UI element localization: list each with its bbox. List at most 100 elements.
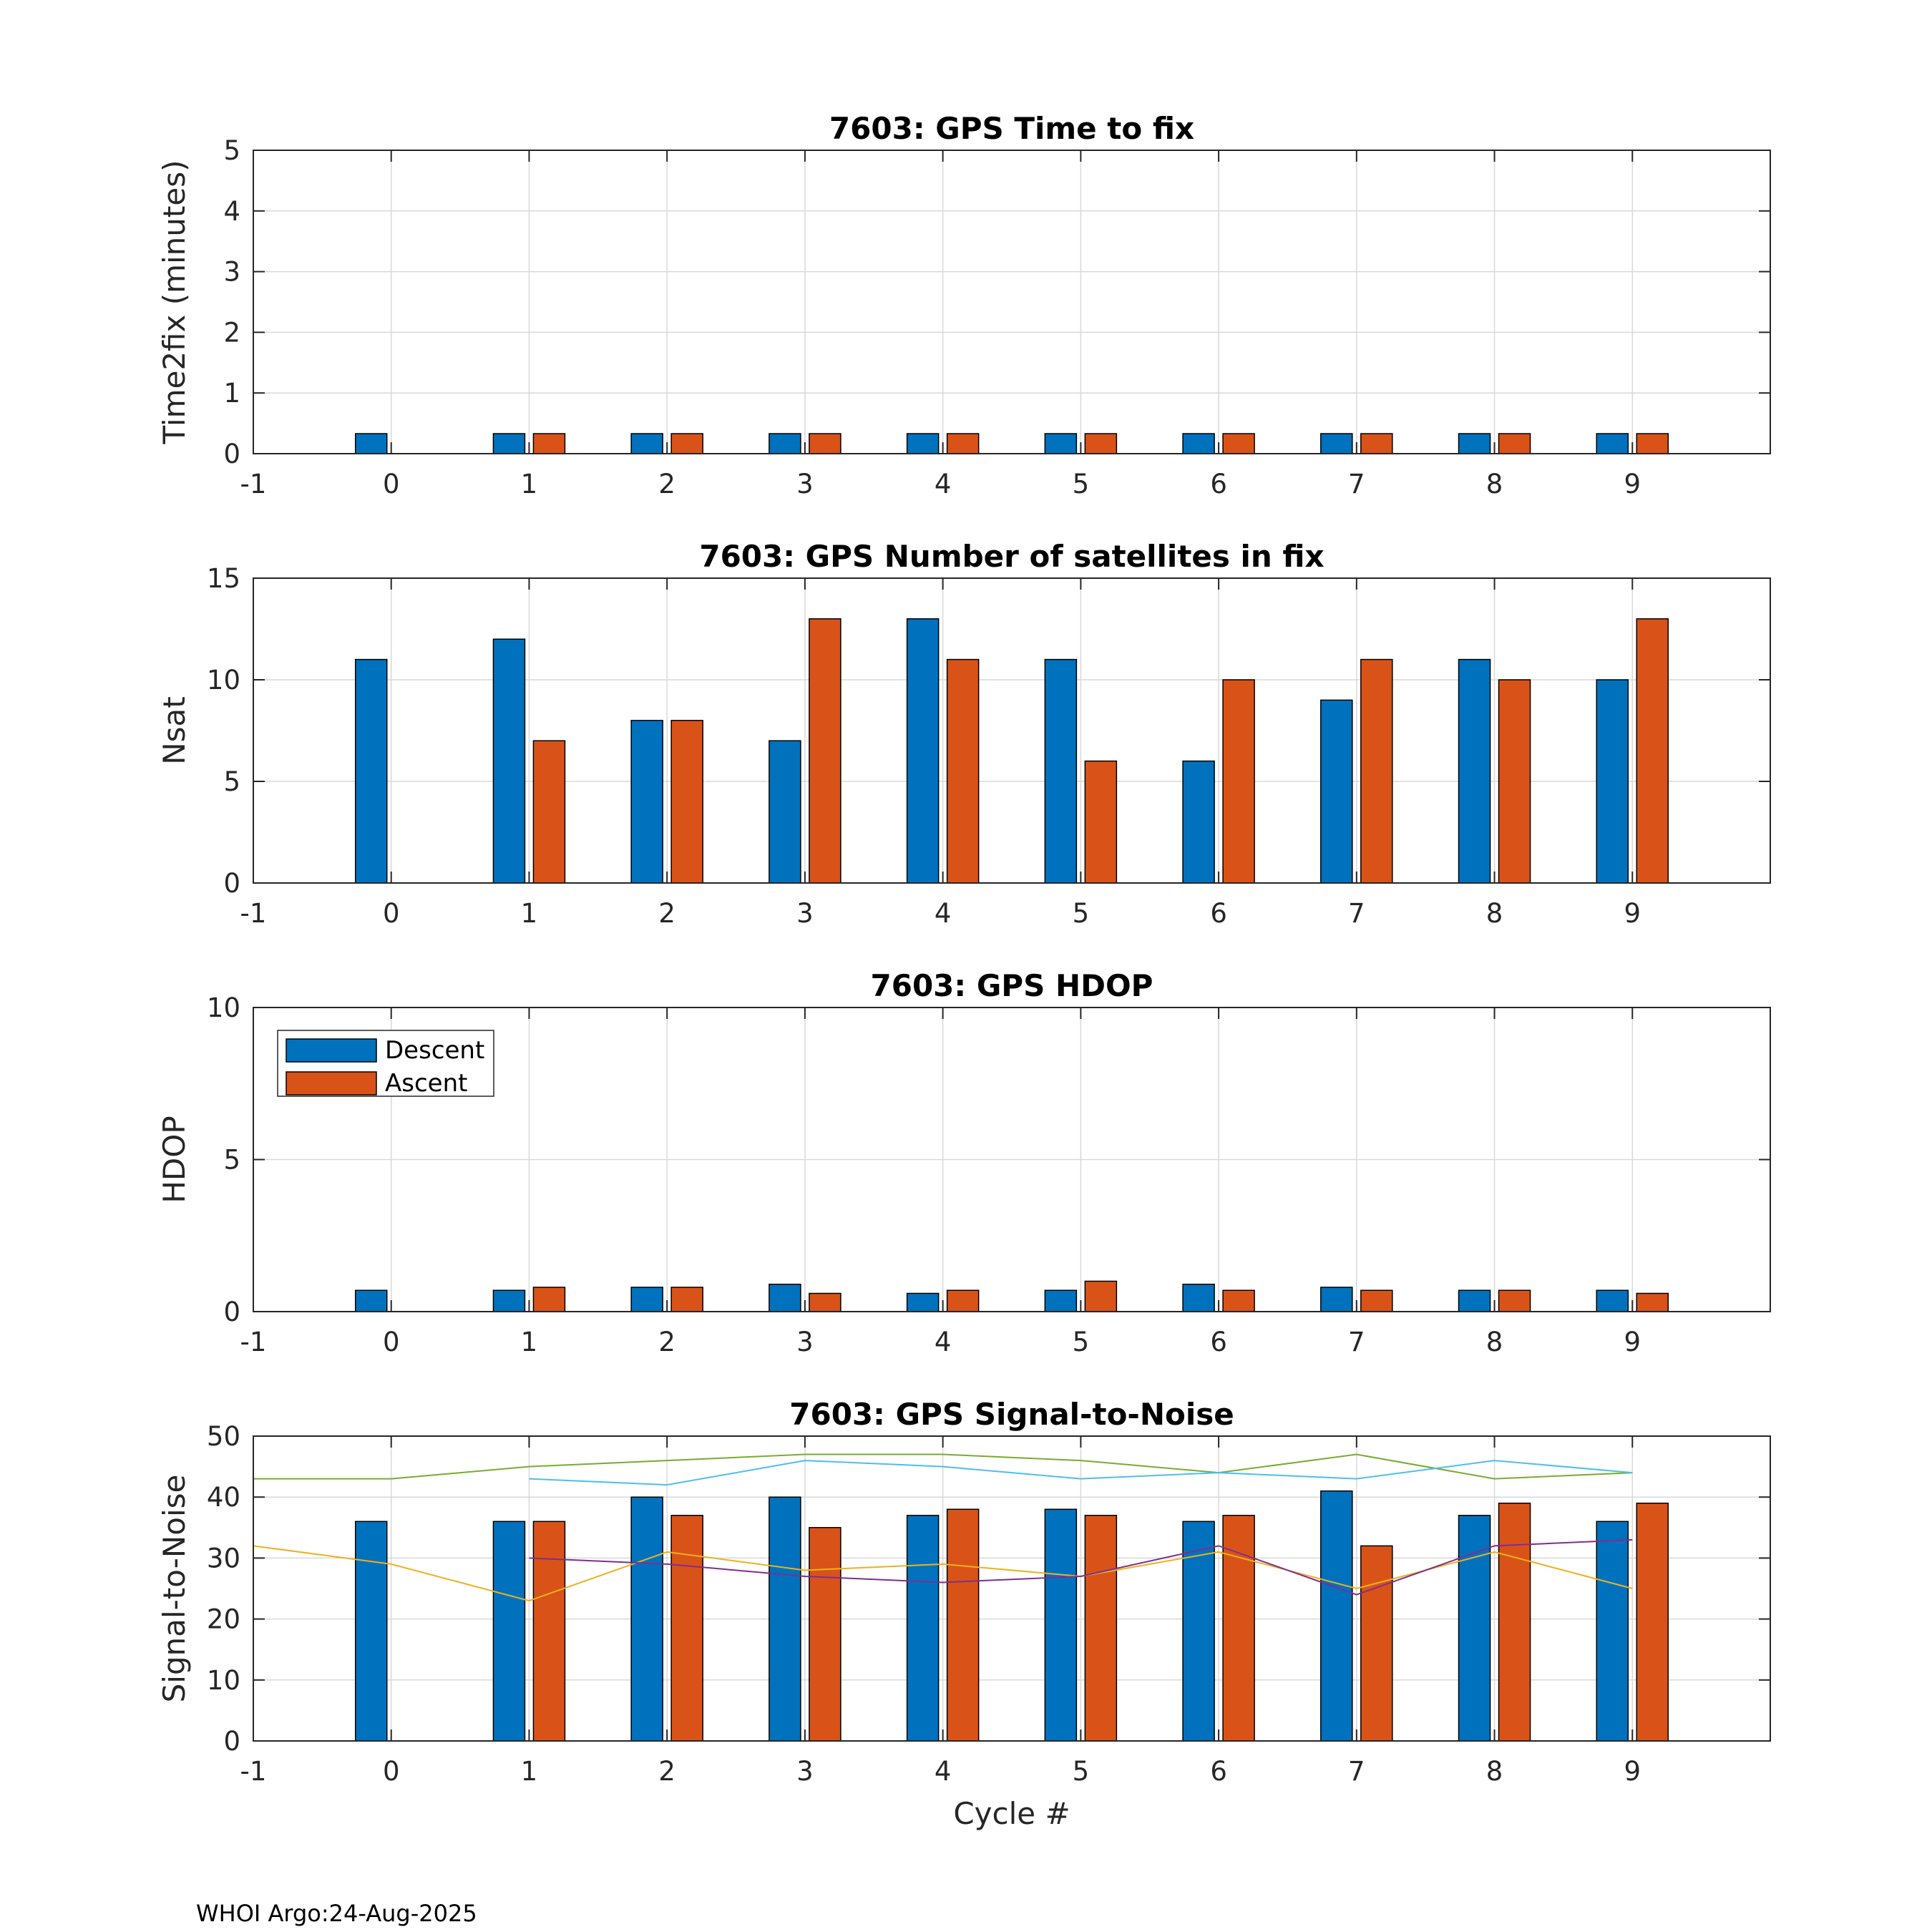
plot-area <box>253 578 1770 883</box>
descent-bar <box>1458 1289 1491 1312</box>
x-tick-label: 8 <box>1486 469 1503 499</box>
descent-bar <box>492 638 526 884</box>
y-tick-label: 4 <box>223 196 240 227</box>
y-axis-label: Nsat <box>157 696 192 765</box>
descent-bar <box>1320 433 1353 454</box>
x-tick-label: 9 <box>1624 1756 1641 1787</box>
y-tick-label: 5 <box>223 766 240 797</box>
ascent-bar <box>1084 1280 1118 1312</box>
x-tick-label: 7 <box>1348 1327 1365 1357</box>
descent-bar <box>1596 433 1629 454</box>
x-tick-label: 4 <box>935 898 952 929</box>
ascent-bar <box>1084 433 1118 454</box>
ascent-bar <box>1222 1289 1255 1312</box>
ascent-bar <box>532 740 566 884</box>
ascent-bar <box>532 1287 566 1312</box>
ascent-bar <box>532 433 566 454</box>
descent-bar <box>769 1284 801 1312</box>
x-tick-label: 8 <box>1486 1327 1503 1357</box>
x-tick-label: 0 <box>383 1327 400 1357</box>
ascent-bar <box>1498 679 1531 884</box>
y-tick-label: 5 <box>223 135 240 166</box>
ascent-bar <box>1636 1292 1669 1312</box>
ascent-bar <box>532 1521 566 1742</box>
y-tick-label: 20 <box>207 1604 240 1635</box>
ascent-bar <box>946 433 980 454</box>
descent-bar <box>492 1521 526 1742</box>
ascent-bar <box>1222 679 1255 884</box>
y-tick-label: 1 <box>223 378 240 409</box>
x-tick-label: 3 <box>796 1327 814 1357</box>
legend-swatch-ascent <box>286 1071 377 1096</box>
x-tick-label: 8 <box>1486 1756 1503 1787</box>
x-tick-label: 4 <box>935 1327 952 1357</box>
descent-bar <box>1596 1289 1629 1312</box>
x-tick-label: 6 <box>1210 1327 1227 1357</box>
x-tick-label: 4 <box>935 1756 952 1787</box>
x-tick-label: 6 <box>1210 469 1227 499</box>
descent-bar <box>1458 433 1491 454</box>
x-tick-label: 9 <box>1624 469 1641 499</box>
descent-bar <box>492 1289 526 1312</box>
x-tick-label: 0 <box>383 469 400 499</box>
panel-title: 7603: GPS HDOP <box>871 968 1153 1003</box>
ascent-bar <box>670 1515 703 1742</box>
x-tick-label: 3 <box>796 898 814 929</box>
ascent-bar <box>670 433 703 454</box>
descent-bar <box>1320 699 1353 884</box>
ascent-bar <box>946 1289 980 1312</box>
snr-line-cyan <box>529 1460 1633 1486</box>
y-tick-label: 0 <box>223 868 240 899</box>
descent-bar <box>1596 679 1629 884</box>
ascent-bar <box>1636 1502 1669 1742</box>
x-tick-label: 9 <box>1624 1327 1641 1357</box>
descent-bar <box>769 433 801 454</box>
x-tick-label: 3 <box>796 469 814 499</box>
ascent-bar <box>1360 1545 1393 1742</box>
panel-title: 7603: GPS Number of satellites in fix <box>699 539 1324 574</box>
descent-bar <box>769 1496 801 1742</box>
axes-box <box>253 577 1771 884</box>
descent-bar <box>1182 760 1215 884</box>
ascent-bar <box>1636 433 1669 454</box>
descent-bar <box>1596 1521 1629 1742</box>
descent-bar <box>1458 658 1491 884</box>
x-tick-label: 6 <box>1210 1756 1227 1787</box>
snr-line-green <box>253 1453 1633 1480</box>
x-tick-label: 1 <box>521 1327 538 1357</box>
descent-bar <box>354 1289 388 1312</box>
x-tick-label: 0 <box>383 898 400 929</box>
ascent-bar <box>1084 1515 1118 1742</box>
ascent-bar <box>1084 760 1118 884</box>
descent-bar <box>1044 433 1078 454</box>
x-axis-label: Cycle # <box>953 1796 1070 1831</box>
ascent-bar <box>1498 1289 1531 1312</box>
footer-credit: WHOI Argo:24-Aug-2025 <box>196 1900 477 1927</box>
y-tick-label: 0 <box>223 1297 240 1327</box>
x-tick-label: 2 <box>658 1327 675 1357</box>
descent-bar <box>1320 1287 1353 1312</box>
panel-title: 7603: GPS Signal-to-Noise <box>789 1397 1234 1432</box>
y-tick-label: 2 <box>223 317 240 348</box>
ascent-bar <box>809 1527 841 1742</box>
x-tick-label: 1 <box>521 1756 538 1787</box>
y-tick-label: 40 <box>207 1482 240 1513</box>
x-tick-label: 3 <box>796 1756 814 1787</box>
x-tick-label: 1 <box>521 898 538 929</box>
x-tick-label: 8 <box>1486 898 1503 929</box>
descent-bar <box>906 1515 940 1742</box>
descent-bar <box>906 433 940 454</box>
descent-bar <box>1182 1284 1215 1312</box>
descent-bar <box>354 433 388 454</box>
y-axis-label: Signal-to-Noise <box>157 1475 192 1703</box>
x-tick-label: 2 <box>658 469 675 499</box>
x-tick-label: 2 <box>658 898 675 929</box>
ascent-bar <box>1360 658 1393 884</box>
y-tick-label: 5 <box>223 1145 240 1176</box>
ascent-bar <box>1360 1289 1393 1312</box>
descent-bar <box>1044 1289 1078 1312</box>
